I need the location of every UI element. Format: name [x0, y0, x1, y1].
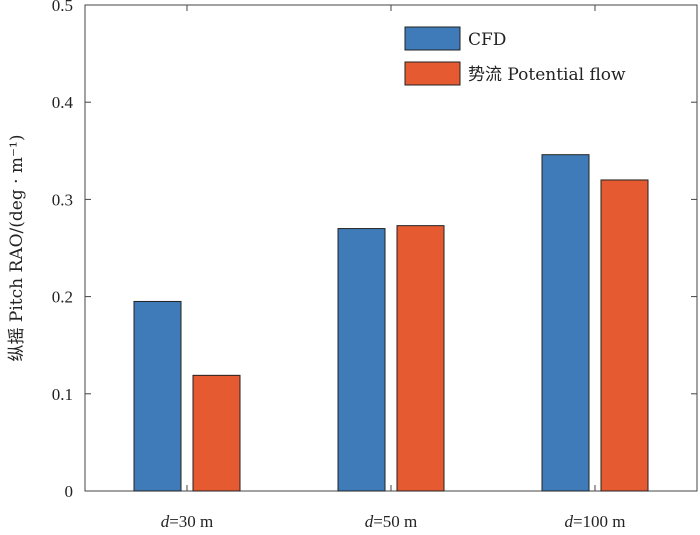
- legend-swatch-0: [404, 26, 461, 51]
- legend-swatch-1: [404, 61, 461, 86]
- bar-potential-flow-2: [600, 179, 649, 492]
- bar-cfd-0: [133, 300, 182, 492]
- y-tick-label: 0.2: [52, 288, 73, 307]
- y-tick-label: 0: [65, 482, 74, 501]
- bar-potential-flow-1: [396, 225, 445, 492]
- bar-cfd-1: [337, 228, 386, 492]
- bar-cfd-2: [541, 154, 590, 492]
- y-tick-label: 0.5: [52, 0, 73, 15]
- legend-label-1: 势流 Potential flow: [468, 65, 626, 85]
- legend-label-0: CFD: [468, 30, 506, 50]
- bar-potential-flow-0: [192, 374, 241, 492]
- y-axis-label: 纵摇 Pitch RAO/(deg · m⁻¹): [7, 135, 27, 362]
- x-tick-label: d=30 m: [161, 512, 214, 531]
- y-tick-label: 0.3: [52, 190, 73, 209]
- y-tick-label: 0.1: [52, 385, 73, 404]
- y-tick-label: 0.4: [52, 93, 74, 112]
- x-tick-label: d=100 m: [564, 512, 625, 531]
- x-tick-label: d=50 m: [365, 512, 418, 531]
